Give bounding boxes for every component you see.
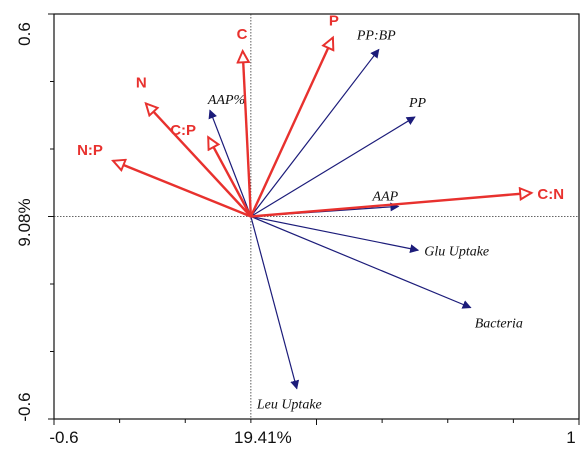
environmental-vector-label: C:P [170, 122, 196, 139]
environmental-vectors: N:P N C:P C P C:N [77, 13, 564, 218]
environmental-vector-arrow [207, 137, 252, 218]
response-vector-label: AAP% [207, 93, 245, 108]
y-tick-label-min: -0.6 [15, 392, 34, 421]
environmental-vector-arrow [243, 51, 253, 217]
environmental-vector-label: N:P [77, 142, 103, 159]
response-vector-label: Glu Uptake [424, 244, 489, 259]
x-axis-label: 19.41% [234, 428, 292, 447]
response-vector-label: PP:BP [356, 28, 396, 43]
response-vector-arrow [250, 215, 420, 254]
x-tick-label-max: 1 [566, 428, 575, 447]
environmental-vector-label: P [329, 13, 339, 30]
response-vectors: AAP% PP:BP PP AAP Glu Uptake Bacteria Leu Upta… [207, 28, 523, 412]
response-vector-label: AAP [372, 189, 399, 204]
response-vector-label: Bacteria [475, 317, 523, 332]
environmental-vector-arrow [250, 193, 532, 218]
environmental-vector-label: C:N [537, 186, 564, 203]
response-vector-arrow [250, 215, 472, 309]
environmental-vector-arrow [113, 161, 252, 218]
axis-ticks [48, 13, 580, 425]
response-vector-label: PP [408, 96, 427, 111]
response-vector-arrow [208, 109, 252, 217]
y-axis-label: 9.08% [15, 198, 34, 246]
response-vector-arrow [250, 48, 380, 217]
response-vector-label: Leu Uptake [256, 398, 322, 413]
environmental-vector-arrow [146, 103, 252, 218]
environmental-vector-label: C [237, 26, 248, 43]
y-tick-label-max: 0.6 [15, 22, 34, 46]
x-tick-label-min: -0.6 [49, 428, 78, 447]
response-vector-arrow [250, 116, 416, 218]
environmental-vector-label: N [136, 74, 147, 91]
environmental-vector-arrow [249, 38, 333, 218]
response-vector-arrow [250, 216, 300, 390]
